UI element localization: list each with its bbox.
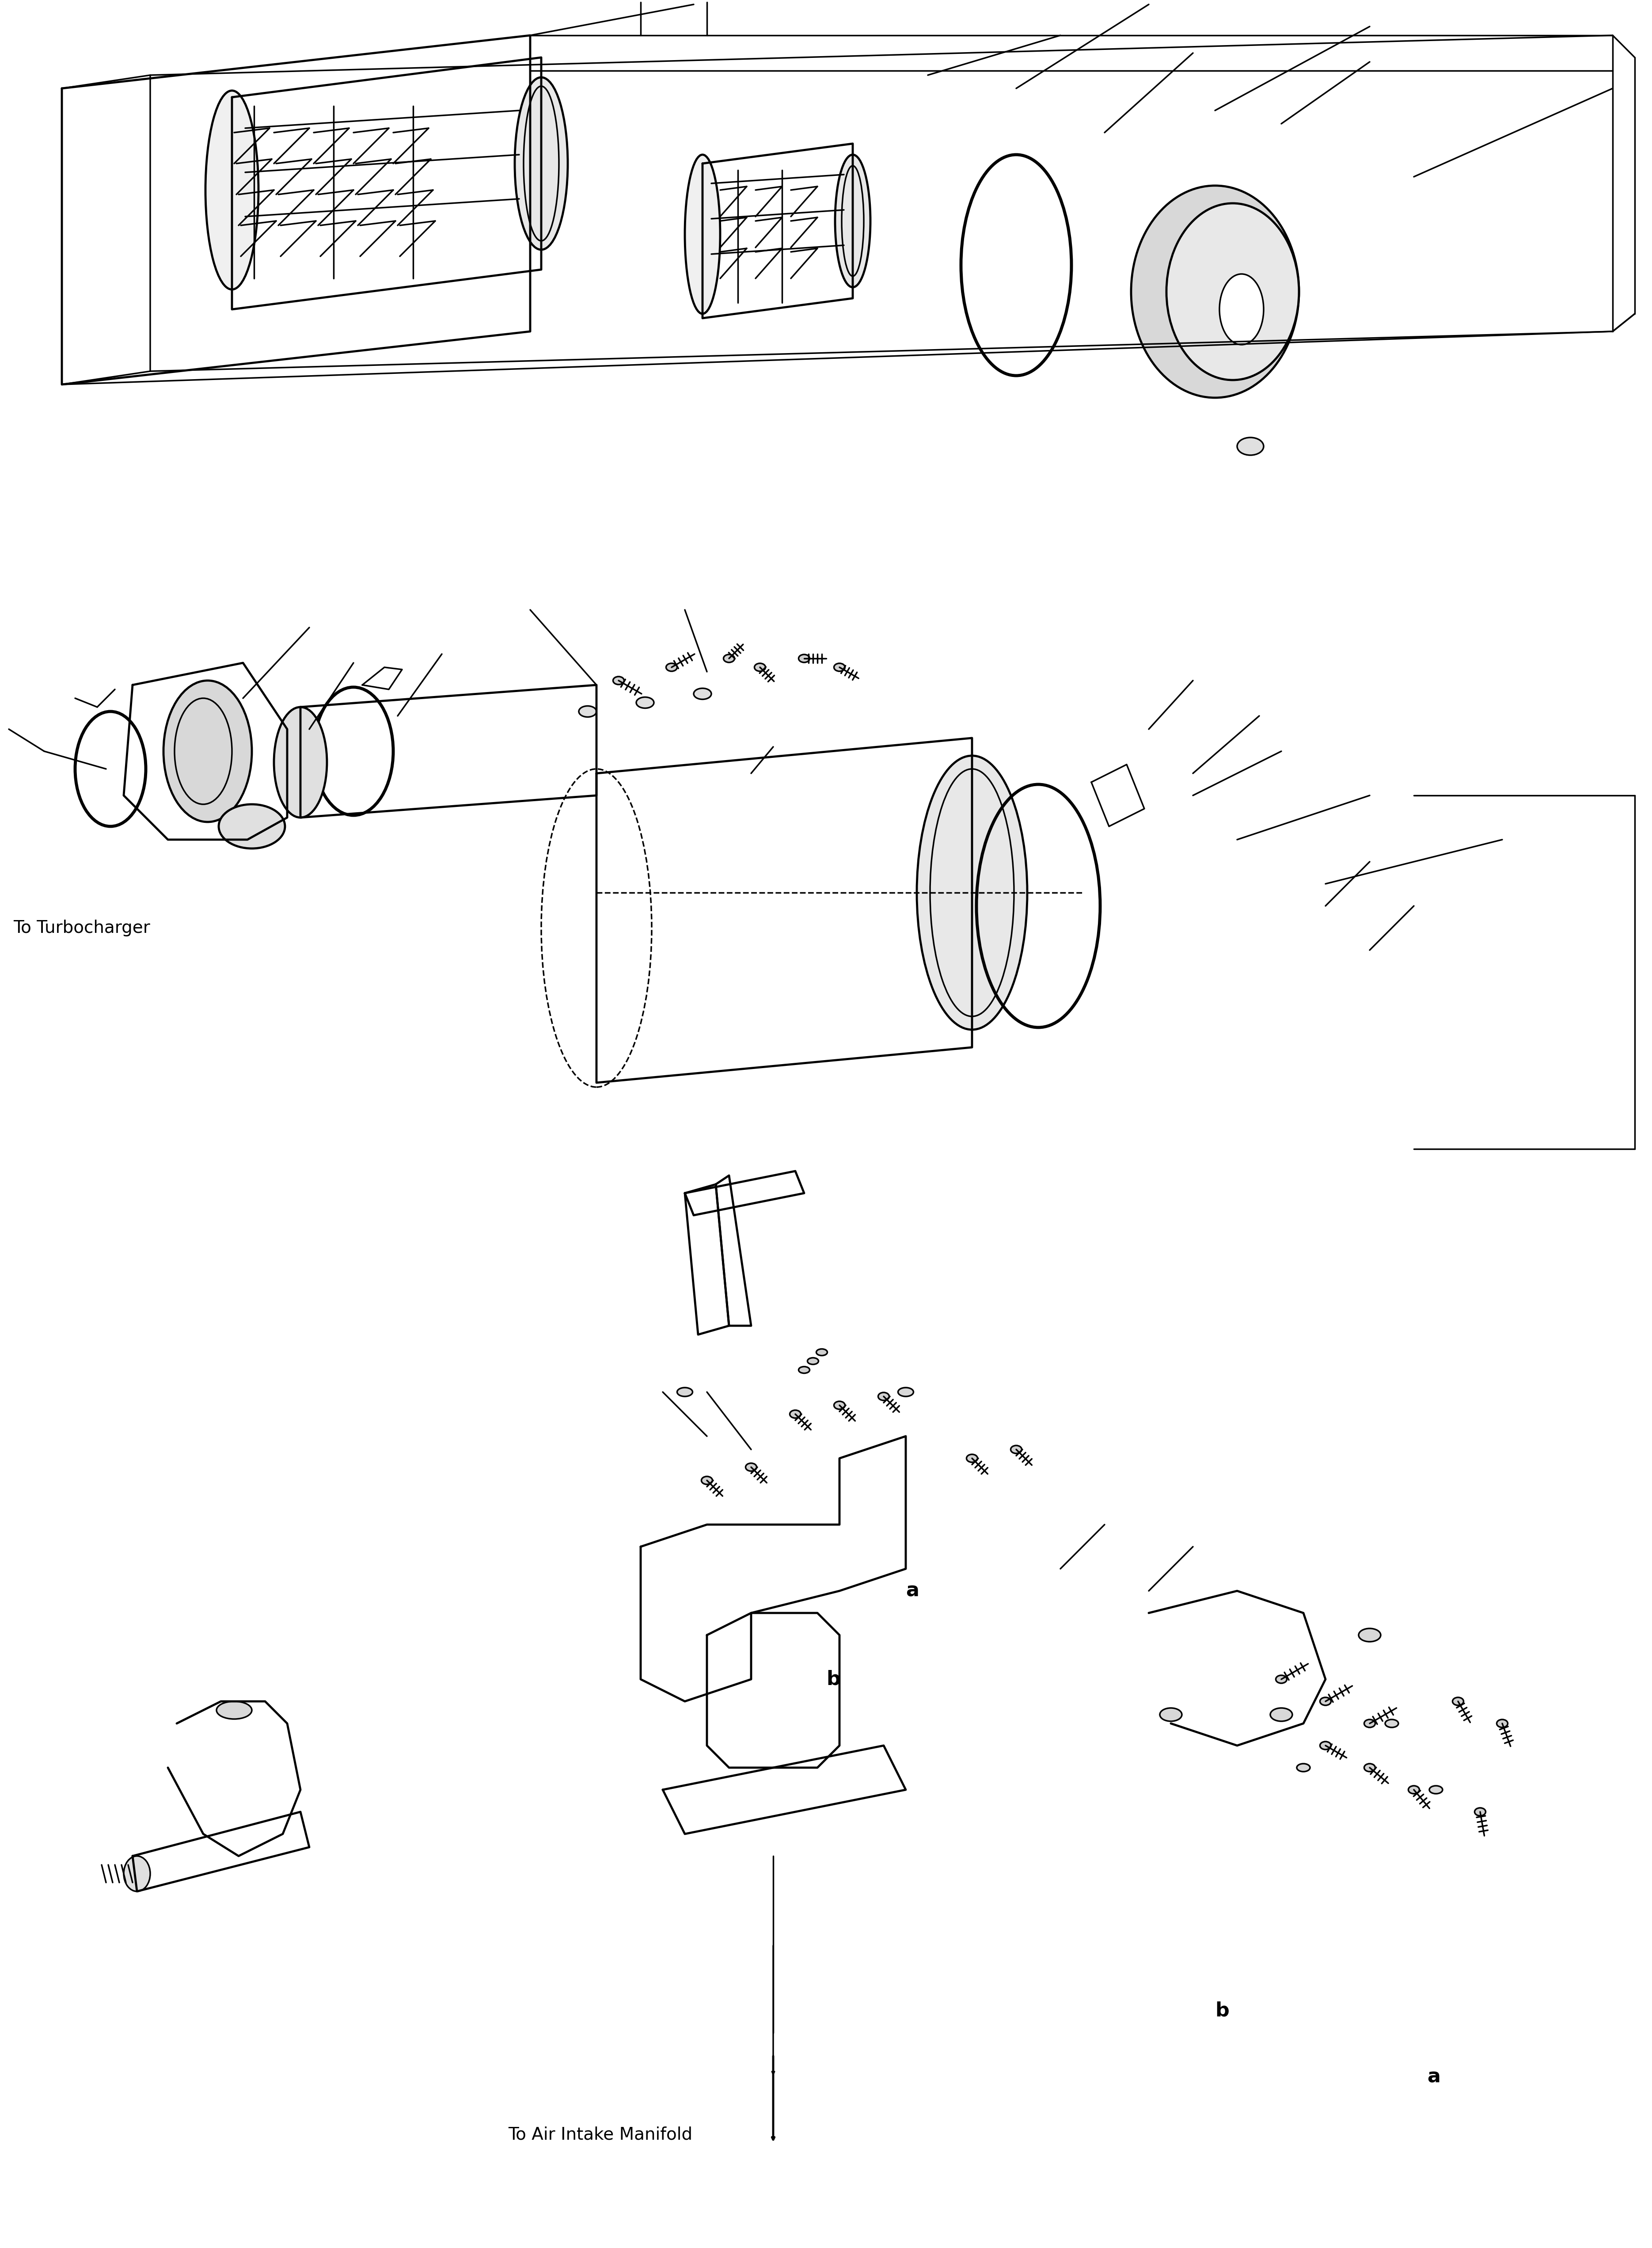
Ellipse shape [677,1387,692,1396]
Ellipse shape [686,155,720,315]
Ellipse shape [515,76,568,250]
Ellipse shape [790,1409,801,1418]
Ellipse shape [1452,1697,1464,1706]
Text: To Turbocharger: To Turbocharger [13,919,150,937]
Ellipse shape [1475,1807,1485,1816]
Ellipse shape [1384,1720,1398,1726]
Ellipse shape [755,663,765,672]
Ellipse shape [1358,1628,1381,1641]
Ellipse shape [702,1477,712,1484]
Ellipse shape [879,1392,889,1401]
Ellipse shape [798,1367,809,1374]
Ellipse shape [745,1463,757,1470]
Text: a: a [1427,2068,1441,2086]
Ellipse shape [218,805,286,847]
Ellipse shape [164,681,251,823]
Text: a: a [905,1580,919,1601]
Ellipse shape [216,1702,251,1720]
Ellipse shape [1497,1720,1508,1726]
Ellipse shape [666,663,677,672]
Text: b: b [826,1670,841,1688]
Ellipse shape [1365,1765,1374,1771]
Ellipse shape [1270,1708,1292,1722]
Ellipse shape [124,1857,150,1891]
Ellipse shape [1237,438,1264,454]
Ellipse shape [613,677,624,686]
Ellipse shape [834,1401,846,1409]
Ellipse shape [205,90,258,290]
Ellipse shape [1320,1697,1332,1706]
Ellipse shape [1166,202,1298,380]
Ellipse shape [1409,1785,1419,1794]
Ellipse shape [1365,1720,1374,1726]
Ellipse shape [917,755,1028,1030]
Ellipse shape [274,708,327,818]
Ellipse shape [1429,1785,1442,1794]
Ellipse shape [1160,1708,1181,1722]
Ellipse shape [1011,1445,1021,1454]
Ellipse shape [724,654,735,663]
Ellipse shape [966,1454,978,1461]
Ellipse shape [899,1387,914,1396]
Ellipse shape [694,688,712,699]
Ellipse shape [1320,1742,1332,1749]
Text: b: b [1214,2001,1229,2021]
Ellipse shape [834,155,871,288]
Ellipse shape [798,654,809,663]
Ellipse shape [834,663,846,672]
Ellipse shape [816,1349,828,1356]
Ellipse shape [1275,1675,1287,1684]
Text: To Air Intake Manifold: To Air Intake Manifold [509,2127,692,2142]
Ellipse shape [808,1358,818,1365]
Ellipse shape [1132,187,1298,398]
Ellipse shape [636,697,654,708]
Ellipse shape [578,706,596,717]
Ellipse shape [1297,1765,1310,1771]
Ellipse shape [1219,274,1264,344]
